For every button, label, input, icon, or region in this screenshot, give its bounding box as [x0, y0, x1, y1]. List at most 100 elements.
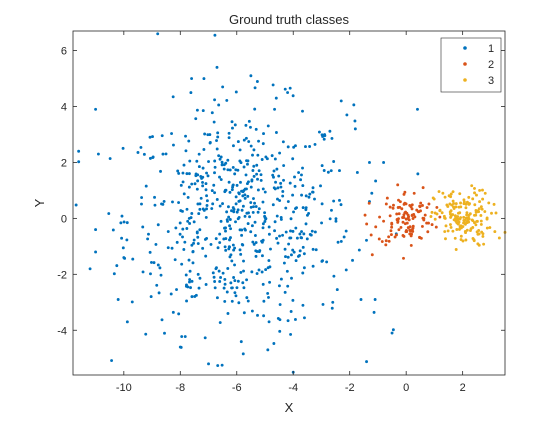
data-point — [159, 169, 162, 173]
data-point — [182, 192, 186, 196]
data-point — [267, 225, 271, 229]
data-point — [215, 65, 219, 69]
data-point — [251, 169, 255, 172]
data-point — [294, 226, 298, 230]
legend-label-1: 1 — [488, 43, 494, 55]
data-point — [388, 205, 392, 209]
series-2 — [363, 183, 442, 260]
data-point — [226, 205, 230, 209]
data-point — [77, 149, 81, 153]
data-point — [459, 234, 463, 238]
data-point — [422, 218, 426, 222]
data-point — [276, 186, 280, 190]
data-point — [339, 99, 343, 103]
data-point — [77, 160, 81, 164]
data-point — [304, 208, 308, 212]
data-point — [215, 296, 219, 300]
data-point — [301, 245, 305, 249]
data-point — [289, 229, 292, 233]
data-point — [482, 242, 486, 246]
data-point — [224, 229, 227, 233]
data-point — [144, 184, 148, 188]
data-point — [389, 233, 393, 237]
data-point — [365, 238, 368, 242]
data-point — [247, 211, 250, 215]
data-point — [222, 167, 226, 171]
data-point — [290, 276, 293, 280]
legend-marker-3 — [463, 78, 467, 82]
data-point — [116, 298, 120, 301]
data-point — [279, 185, 283, 189]
data-point — [273, 229, 277, 233]
data-point — [231, 243, 235, 247]
data-point — [160, 318, 164, 322]
data-point — [184, 134, 187, 138]
data-point — [443, 230, 447, 233]
data-point — [164, 152, 168, 156]
data-point — [277, 174, 281, 178]
data-point — [190, 212, 194, 215]
data-point — [434, 225, 438, 229]
data-point — [368, 160, 371, 164]
data-point — [444, 224, 448, 228]
data-point — [300, 230, 304, 233]
data-point — [141, 225, 145, 229]
data-point — [130, 300, 134, 304]
data-point — [236, 168, 240, 172]
data-point — [260, 240, 264, 244]
data-point — [260, 254, 264, 258]
data-point — [234, 220, 237, 224]
data-point — [471, 219, 475, 223]
data-point — [453, 214, 457, 218]
data-point — [427, 202, 431, 206]
data-point — [185, 299, 189, 303]
data-point — [313, 230, 317, 234]
legend-label-2: 2 — [488, 59, 494, 71]
data-point — [190, 182, 194, 186]
data-point — [355, 171, 359, 174]
data-point — [435, 205, 439, 209]
data-point — [410, 213, 414, 217]
data-point — [233, 279, 237, 283]
data-point — [198, 207, 202, 211]
data-point — [230, 188, 234, 192]
legend-box — [440, 37, 502, 93]
data-point — [473, 203, 477, 207]
x-tick-label: -8 — [175, 382, 185, 394]
data-point — [357, 248, 361, 252]
data-point — [321, 302, 325, 306]
data-point — [255, 163, 259, 167]
data-point — [153, 203, 157, 207]
data-point — [406, 226, 410, 230]
data-point — [451, 199, 455, 203]
data-point — [395, 212, 399, 216]
data-point — [272, 169, 276, 173]
data-point — [309, 233, 313, 237]
data-point — [211, 202, 215, 206]
data-point — [320, 202, 324, 206]
data-point — [400, 207, 404, 211]
data-point — [226, 219, 229, 223]
data-point — [465, 200, 469, 204]
data-point — [236, 208, 240, 212]
data-point — [477, 207, 481, 211]
data-point — [338, 198, 341, 202]
data-point — [140, 196, 144, 199]
data-point — [166, 246, 170, 250]
data-point — [446, 229, 450, 233]
data-point — [146, 237, 150, 241]
data-point — [249, 205, 253, 209]
data-point — [184, 273, 188, 277]
data-point — [233, 263, 237, 267]
data-point — [301, 303, 305, 307]
data-point — [289, 309, 293, 313]
data-point — [184, 149, 188, 153]
data-point — [289, 236, 293, 240]
data-point — [207, 362, 210, 366]
data-point — [449, 214, 453, 218]
data-point — [253, 234, 257, 237]
data-point — [158, 266, 162, 270]
data-point — [275, 167, 279, 171]
data-point — [237, 192, 241, 196]
data-point — [235, 286, 239, 290]
